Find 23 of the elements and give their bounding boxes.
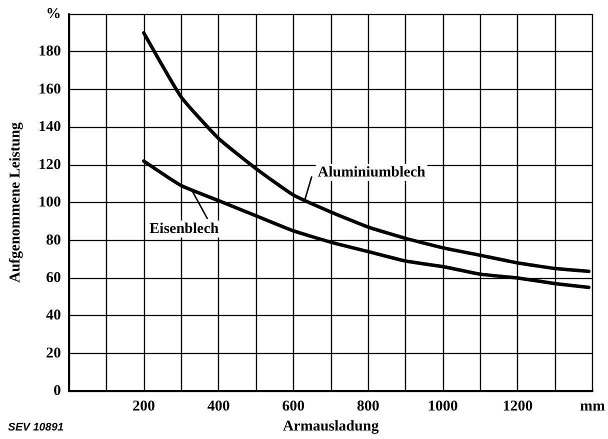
y-tick-label: 180 (38, 44, 61, 60)
y-tick-label: 160 (38, 81, 61, 98)
x-tick-label: 1200 (502, 398, 533, 415)
x-tick-label: 200 (132, 398, 156, 415)
x-axis-title: Armausladung (282, 418, 380, 434)
x-tick-label: 1000 (428, 398, 458, 415)
y-tick-label: 100 (38, 194, 61, 211)
x-tick-label: 400 (207, 398, 230, 415)
y-tick-label: 120 (38, 156, 61, 173)
y-tick-label: 140 (38, 119, 61, 136)
x-tick-label: 600 (282, 398, 305, 415)
y-tick-label: 0 (54, 383, 61, 400)
y-axis-title: Aufgenommene Leistung (8, 122, 24, 283)
series-label: Aluminiumblech (318, 164, 426, 180)
y-tick-label: 20 (46, 345, 61, 362)
y-tick-label: 60 (46, 270, 61, 286)
text: SEV 10891 (8, 422, 64, 434)
legend-label: Eisenblech (150, 220, 220, 237)
x-tick-label: mm (580, 398, 606, 415)
y-tick-label: 80 (46, 232, 61, 248)
x-tick-label: 800 (356, 398, 380, 415)
y-tick-label: % (46, 6, 61, 22)
y-tick-label: 40 (46, 308, 61, 324)
